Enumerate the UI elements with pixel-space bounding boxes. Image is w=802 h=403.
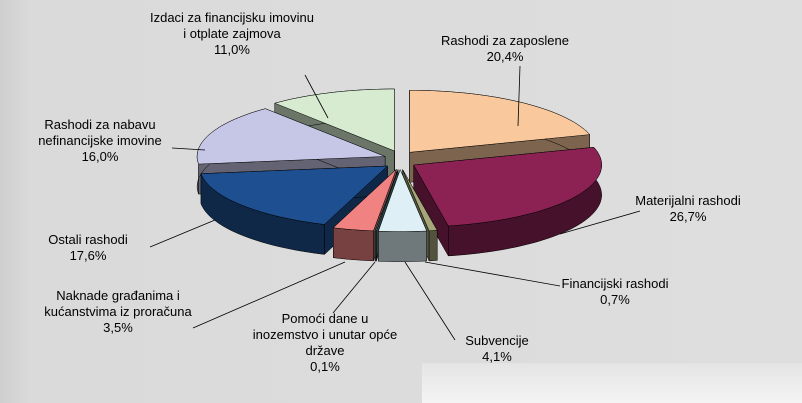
category-label: Rashodi za zaposlene (441, 33, 569, 48)
value-label: 3,5% (103, 320, 133, 335)
leader-line (171, 147, 206, 151)
leader-line (192, 261, 346, 329)
category-label: Naknade građanima i kućanstvima iz prora… (44, 288, 192, 319)
value-label: 0,7% (600, 292, 630, 307)
slice (378, 168, 428, 262)
value-label: 11,0% (214, 42, 250, 57)
slice-side (428, 230, 438, 262)
slice-label: Materijalni rashodi 26,7% (618, 193, 758, 225)
slice-top (413, 147, 602, 227)
slice-top (200, 165, 389, 225)
leader-line (304, 74, 329, 119)
leader-line (517, 65, 521, 127)
value-label: 26,7% (669, 209, 707, 224)
slice (413, 146, 602, 257)
category-label: Izdaci za financijsku imovinu i otplate … (149, 10, 315, 41)
slice-label: Rashodi za zaposlene 20,4% (420, 33, 590, 65)
value-label: 20,4% (486, 49, 524, 64)
category-label: Rashodi za nabavu nefinancijske imovine (38, 117, 162, 148)
leader-line (149, 219, 216, 248)
slice-side (378, 230, 427, 262)
slice-label: Pomoći dane u inozemstvo i unutar opće d… (250, 311, 400, 375)
leader-line (559, 210, 641, 235)
slice-label: Izdaci za financijsku imovinu i otplate … (147, 10, 317, 58)
leader-line (404, 261, 456, 341)
slice-label: Naknade građanima i kućanstvima iz prora… (28, 288, 208, 336)
slice-label: Rashodi za nabavu nefinancijske imovine 1… (15, 117, 185, 165)
slice-top (374, 169, 399, 232)
category-label: Pomoći dane u inozemstvo i unutar opće d… (252, 311, 398, 358)
slice-label: Ostali rashodi 17,6% (18, 232, 158, 264)
slice-label: Financijski rashodi 0,7% (540, 276, 690, 308)
category-label: Subvencije (465, 333, 529, 348)
value-label: 4,1% (482, 349, 512, 364)
slice-label: Subvencije 4,1% (442, 333, 552, 365)
value-label: 17,6% (69, 248, 107, 263)
slice-top (273, 88, 395, 152)
background-panel (422, 363, 802, 403)
leader-line (332, 261, 376, 314)
slice-top (402, 169, 438, 232)
slice-top (378, 168, 428, 232)
slice-top (332, 169, 397, 232)
leader-line (424, 261, 561, 287)
category-label: Materijalni rashodi (635, 193, 741, 208)
slice-top (196, 108, 386, 165)
slice-top (409, 90, 591, 153)
value-label: 0,1% (310, 359, 340, 374)
slice-side (374, 230, 377, 262)
value-label: 16,0% (81, 149, 119, 164)
category-label: Ostali rashodi (48, 232, 128, 247)
category-label: Financijski rashodi (561, 276, 669, 291)
slice-side (333, 227, 374, 262)
